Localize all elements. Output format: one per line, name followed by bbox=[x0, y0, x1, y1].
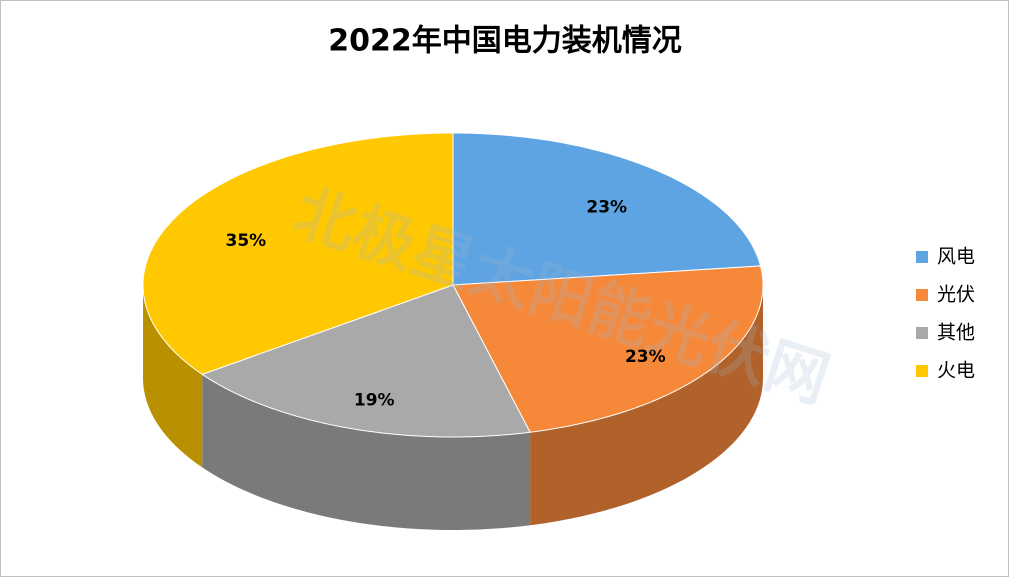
legend-label: 其他 bbox=[937, 322, 975, 344]
legend-swatch bbox=[916, 289, 928, 301]
pie-slice bbox=[452, 265, 764, 433]
pie-slice bbox=[142, 132, 454, 375]
data-label: 35% bbox=[225, 231, 266, 251]
pie-slice bbox=[452, 132, 762, 286]
legend-swatch bbox=[916, 251, 928, 263]
pie: 23% 23% 19% 35% bbox=[142, 132, 764, 530]
pie-slice bbox=[201, 284, 531, 438]
legend-swatch bbox=[916, 327, 928, 339]
pie-side bbox=[530, 285, 763, 526]
pie-side bbox=[202, 374, 531, 530]
chart-title: 2022年中国电力装机情况 bbox=[328, 24, 682, 59]
legend-swatch bbox=[916, 365, 928, 377]
legend-label: 光伏 bbox=[937, 284, 975, 306]
data-label: 19% bbox=[354, 390, 395, 410]
legend-label: 风电 bbox=[937, 246, 975, 268]
pie-side bbox=[143, 285, 203, 468]
data-label: 23% bbox=[625, 347, 666, 367]
data-label: 23% bbox=[586, 197, 627, 217]
legend-label: 火电 bbox=[937, 360, 975, 382]
